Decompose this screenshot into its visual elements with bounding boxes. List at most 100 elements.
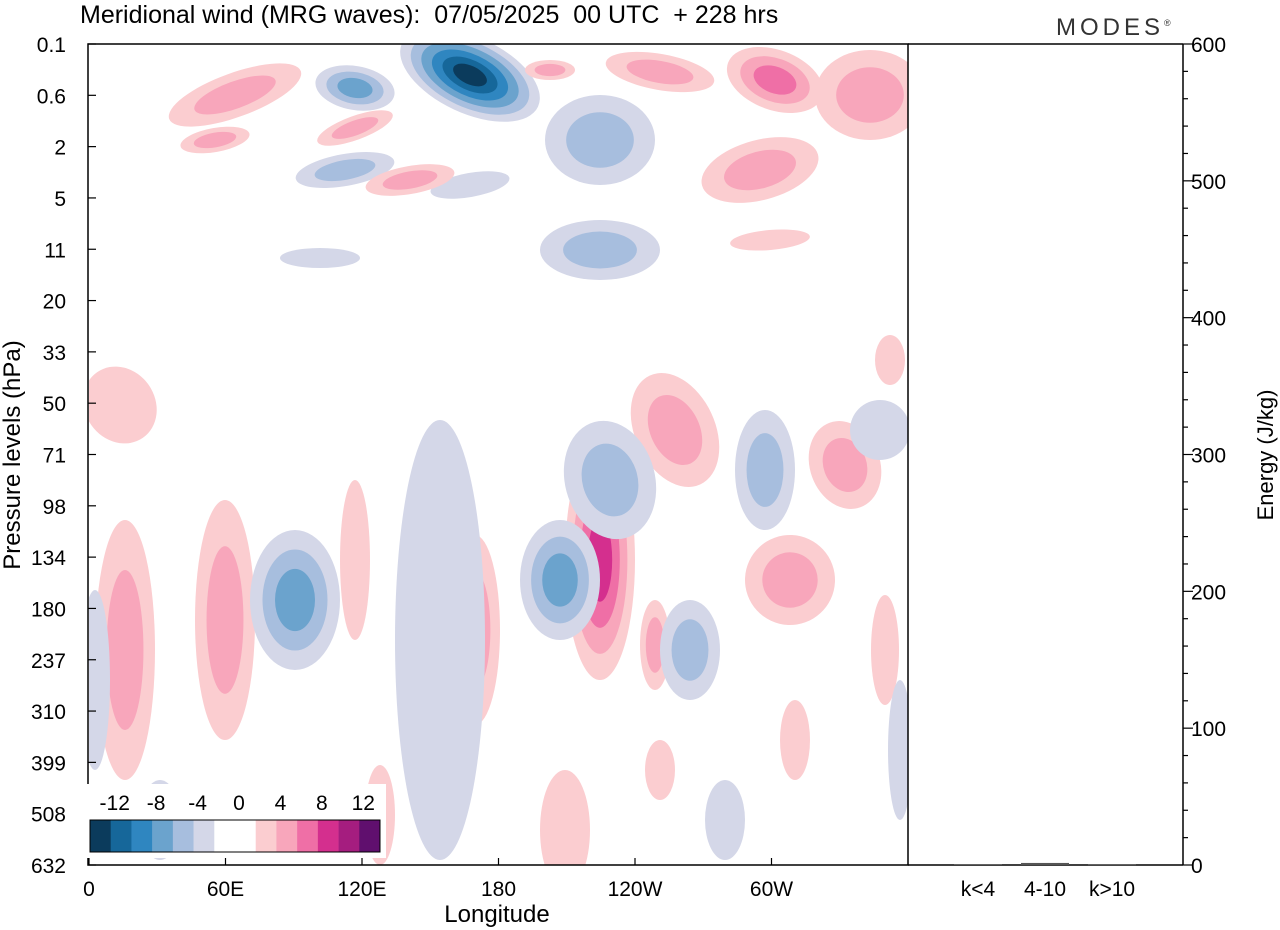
x-tick-label: 60E	[207, 878, 244, 901]
contour-region	[193, 131, 237, 149]
colorbar: -12 -8 -4 0 4 8 12	[84, 784, 386, 858]
colorbar-label: -8	[147, 792, 166, 815]
contour-region	[534, 63, 566, 77]
energy-tick-label: 0	[1191, 855, 1203, 878]
x-tick-label: 120E	[337, 878, 386, 901]
y-axis-label: Pressure levels (hPa)	[0, 340, 26, 569]
colorbar-swatch	[152, 820, 174, 852]
contour-region	[331, 117, 379, 139]
contour-region	[753, 65, 797, 95]
colorbar-label: 12	[352, 792, 375, 815]
energy-bar	[954, 864, 1002, 865]
y-tick-label: 134	[31, 547, 66, 570]
y-tick-label: 508	[31, 804, 66, 827]
contour-region	[581, 443, 639, 517]
colorbar-swatch	[359, 820, 381, 852]
contour-region	[89, 366, 157, 444]
contour-region	[382, 170, 438, 190]
contour-region	[275, 568, 315, 632]
colorbar-label: 4	[275, 792, 287, 815]
y-tick-label: 20	[43, 291, 66, 314]
pressure-axis: 0.1 0.6 2 5 11 20 33 50 71 98 134 180 237 310 399 508 63…	[31, 34, 96, 878]
x-tick-label: 120W	[608, 878, 663, 901]
contour-region	[453, 63, 487, 87]
colorbar-label: 8	[316, 792, 328, 815]
contour-region	[206, 546, 244, 694]
energy-category-label: k<4	[961, 878, 996, 901]
y-tick-label: 0.1	[37, 34, 66, 57]
contour-region	[780, 700, 810, 780]
contour-region	[871, 595, 899, 705]
colorbar-label: -4	[188, 792, 207, 815]
y-tick-label: 0.6	[37, 85, 66, 108]
contour-region	[106, 570, 144, 730]
contour-region	[875, 335, 905, 385]
energy-tick-label: 500	[1191, 171, 1226, 194]
energy-tick-label: 400	[1191, 308, 1226, 331]
x-tick-label: 180	[481, 878, 516, 901]
y-tick-label: 98	[43, 496, 66, 519]
contour-region	[850, 400, 908, 460]
contour-region	[762, 552, 818, 608]
contour-region	[645, 617, 665, 673]
energy-axis: 0 100 200 300 400 500 600	[1183, 34, 1226, 878]
energy-category-label: 4-10	[1024, 878, 1066, 901]
colorbar-swatch	[276, 820, 298, 852]
contour-region	[730, 229, 810, 251]
contour-region	[566, 112, 634, 168]
contour-region	[337, 77, 373, 99]
contour-region	[647, 394, 703, 466]
y-tick-label: 5	[54, 188, 66, 211]
colorbar-swatch	[172, 820, 194, 852]
y-tick-label: 33	[43, 342, 66, 365]
contour-region	[340, 480, 370, 640]
energy-axis-label: Energy (J/kg)	[1253, 390, 1278, 521]
colorbar-swatch	[131, 820, 153, 852]
energy-category-label: k>10	[1089, 878, 1135, 901]
colorbar-swatch	[255, 820, 277, 852]
colorbar-swatch	[317, 820, 339, 852]
colorbar-label: -12	[100, 792, 130, 815]
y-tick-label: 632	[31, 855, 66, 878]
contour-region	[395, 420, 485, 860]
chart-title: Meridional wind (MRG waves): 07/05/2025 …	[80, 1, 779, 29]
x-tick-label: 0	[83, 878, 95, 901]
contour-region	[822, 437, 868, 493]
energy-bar	[1021, 862, 1069, 865]
contour-region	[705, 780, 745, 860]
y-tick-label: 71	[43, 445, 66, 468]
contour-region	[888, 680, 908, 820]
energy-tick-label: 600	[1191, 34, 1226, 57]
x-axis-label: Longitude	[444, 901, 549, 928]
y-tick-label: 2	[54, 137, 66, 160]
x-tick-label: 60W	[750, 878, 793, 901]
energy-tick-label: 100	[1191, 718, 1226, 741]
colorbar-swatch	[214, 820, 236, 852]
longitude-axis: 0 60E 120E 180 120W 60W	[83, 858, 793, 901]
colorbar-swatch	[110, 820, 132, 852]
y-tick-label: 11	[44, 239, 66, 262]
modes-logo: MODES®	[1056, 8, 1171, 43]
contour-region	[542, 553, 578, 607]
contour-region	[746, 433, 784, 507]
registered-mark: ®	[1164, 18, 1171, 28]
contour-region	[540, 770, 590, 865]
y-tick-label: 180	[31, 598, 66, 621]
contour-region	[89, 590, 110, 770]
contour-region	[645, 740, 675, 800]
colorbar-label: 0	[233, 792, 245, 815]
energy-bar	[1088, 864, 1136, 866]
energy-bars: k<4 4-10 k>10	[954, 862, 1136, 901]
contour-field	[89, 44, 908, 865]
contour-region	[280, 248, 360, 268]
y-tick-label: 310	[31, 701, 66, 724]
brand-text: MODES	[1056, 14, 1165, 41]
contour-region	[194, 75, 276, 115]
colorbar-frame	[89, 819, 381, 853]
colorbar-swatch	[193, 820, 215, 852]
y-tick-label: 50	[43, 393, 66, 416]
colorbar-swatch	[235, 820, 257, 852]
colorbar-swatch	[338, 820, 360, 852]
contour-region	[314, 158, 376, 182]
